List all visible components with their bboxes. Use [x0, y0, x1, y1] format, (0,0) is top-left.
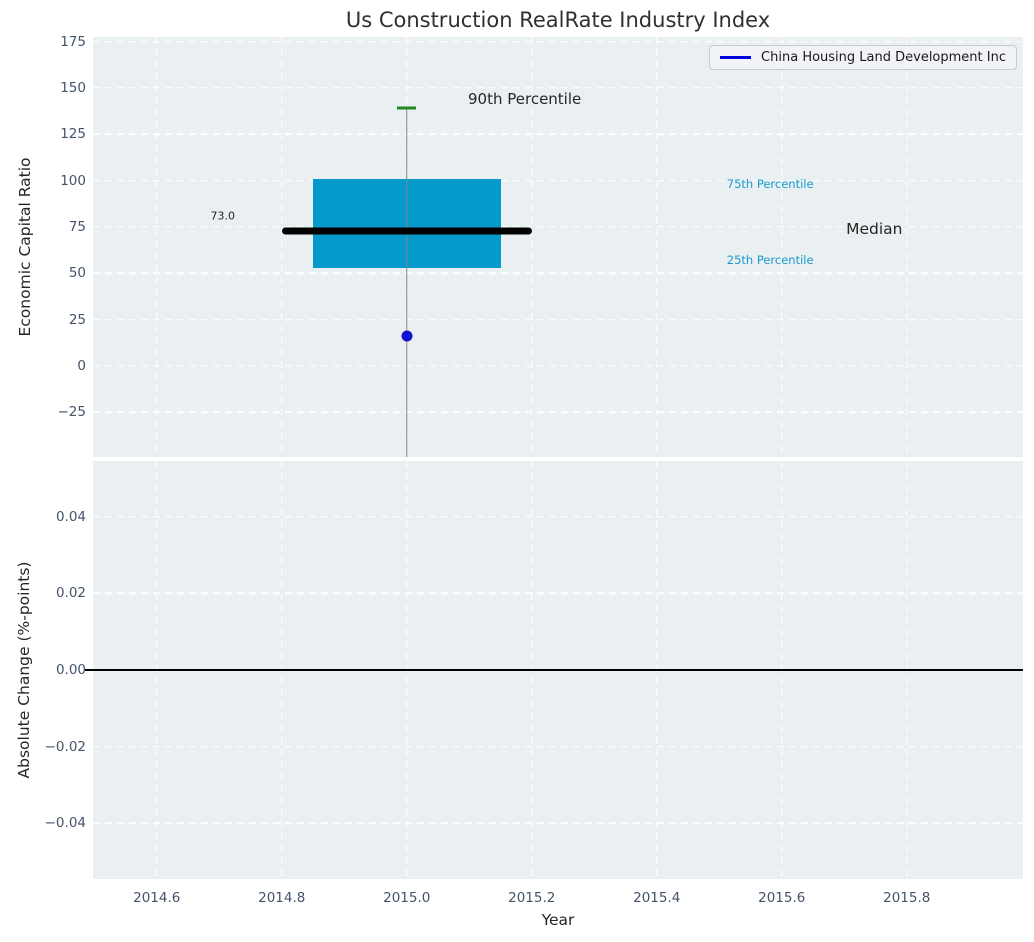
- gridline-horizontal: [93, 226, 1023, 228]
- gridline-vertical: [781, 37, 783, 457]
- x-tick-label: 2015.4: [633, 890, 681, 906]
- annotation: 73.0: [210, 209, 236, 223]
- annotation: 25th Percentile: [726, 253, 814, 268]
- y-tick-label: 100: [60, 172, 86, 189]
- gridline-horizontal: [93, 592, 1023, 595]
- zero-line: [85, 669, 1023, 671]
- x-tick-label: 2015.2: [508, 890, 556, 906]
- y-tick-label: 25: [68, 311, 86, 328]
- gridline-horizontal: [93, 822, 1023, 824]
- y-tick-label: 175: [60, 33, 86, 50]
- bottom-y-tick-labels: −0.04 −0.02 0.00 0.02 0.04: [0, 461, 86, 879]
- gridline-horizontal: [93, 133, 1023, 136]
- gridline-horizontal: [93, 40, 1023, 43]
- gridline-horizontal: [93, 87, 1023, 89]
- x-tick-label: 2015.6: [758, 890, 806, 906]
- gridline-horizontal: [93, 365, 1023, 367]
- chart-title: Us Construction RealRate Industry Index: [345, 8, 771, 32]
- y-tick-label: 150: [60, 79, 86, 96]
- top-axes: China Housing Land Development Inc 90th …: [93, 37, 1023, 457]
- y-tick-label: −25: [57, 404, 87, 421]
- y-tick-label: 0.02: [55, 585, 86, 602]
- x-tick-label: 2015.0: [383, 890, 431, 906]
- y-tick-label: −0.02: [44, 738, 86, 755]
- gridline-horizontal: [93, 272, 1023, 275]
- median-line: [281, 227, 532, 235]
- gridline-horizontal: [93, 411, 1023, 414]
- y-tick-label: 50: [68, 265, 86, 282]
- company-point: [401, 330, 413, 342]
- p90-cap: [397, 106, 417, 110]
- bottom-axes: [85, 461, 1023, 879]
- x-tick-labels: 2014.6 2014.8 2015.0 2015.2 2015.4 2015.6 2015…: [93, 890, 1023, 910]
- top-y-tick-labels: −25 0 25 50 75 100 125 150 175: [0, 33, 87, 457]
- y-tick-label: −0.04: [44, 815, 86, 832]
- x-tick-label: 2014.8: [258, 890, 306, 906]
- gridline-vertical: [156, 37, 158, 457]
- gridline-horizontal: [93, 318, 1023, 321]
- legend-label: China Housing Land Development Inc: [761, 50, 1006, 65]
- whisker-line: [406, 108, 408, 457]
- x-axis-label: Year: [541, 911, 575, 929]
- y-tick-label: 0: [77, 357, 86, 374]
- gridline-horizontal: [93, 516, 1023, 518]
- gridline-vertical: [906, 37, 908, 457]
- annotation: 90th Percentile: [468, 90, 582, 109]
- legend-line-swatch: [720, 56, 752, 59]
- annotation: 75th Percentile: [726, 177, 814, 192]
- y-tick-label: 125: [60, 126, 86, 143]
- gridline-vertical: [281, 37, 283, 457]
- gridline-horizontal: [93, 179, 1023, 182]
- annotation: Median: [846, 219, 903, 238]
- gridline-vertical: [531, 37, 533, 457]
- legend: China Housing Land Development Inc: [709, 45, 1017, 70]
- y-tick-label: 75: [68, 218, 86, 235]
- x-tick-label: 2014.6: [133, 890, 181, 906]
- y-tick-label: 0.04: [55, 508, 86, 525]
- y-tick-label: 0.00: [55, 662, 86, 678]
- x-tick-label: 2015.8: [883, 890, 931, 906]
- gridline-vertical: [656, 37, 658, 457]
- gridline-horizontal: [93, 745, 1023, 748]
